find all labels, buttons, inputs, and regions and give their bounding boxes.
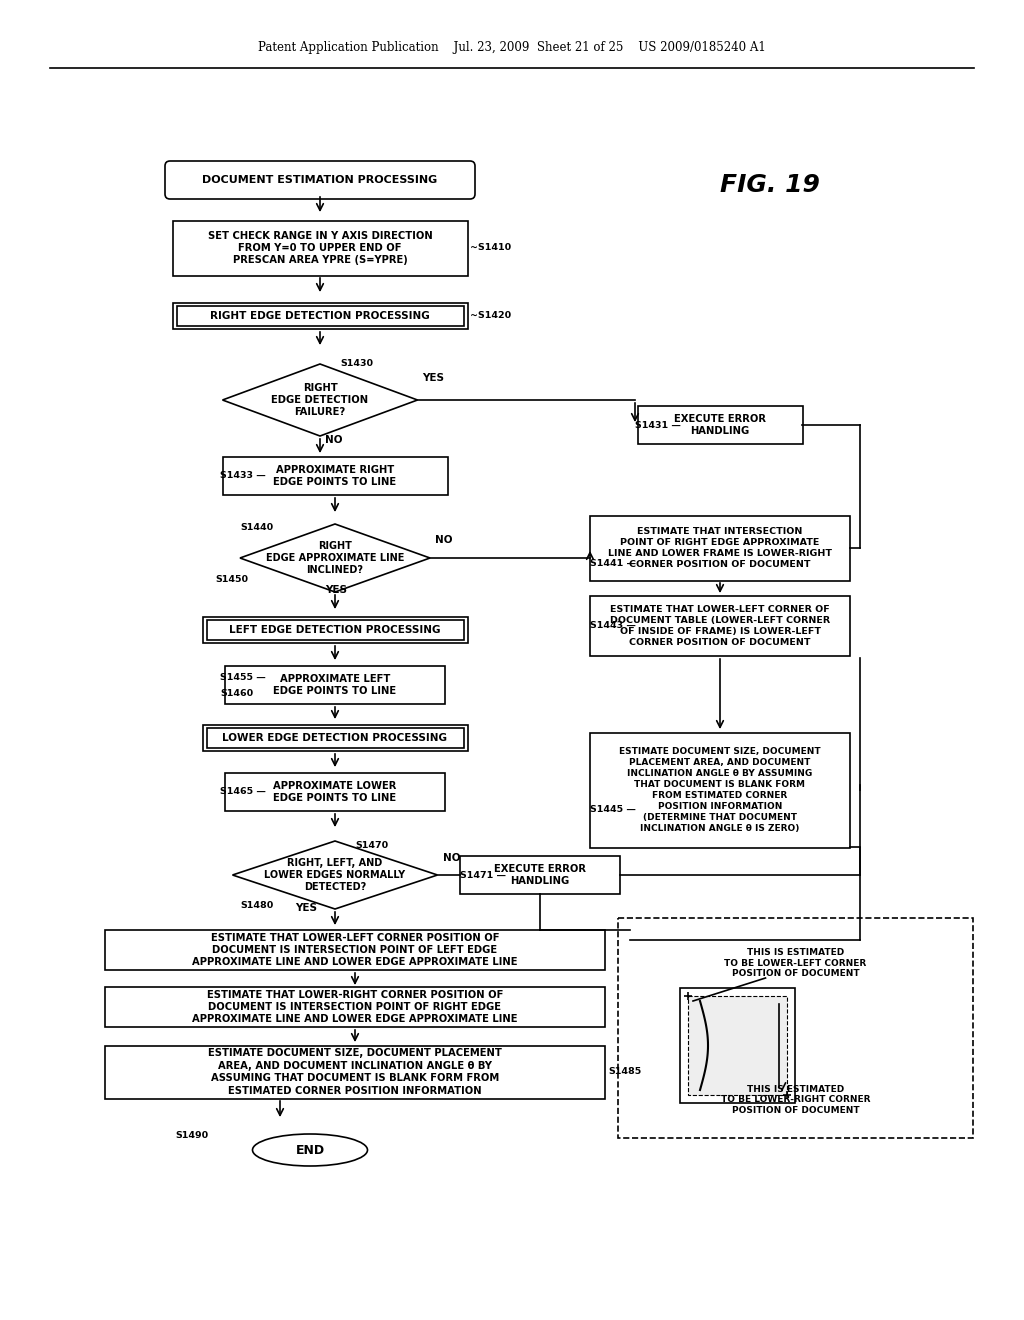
Text: NO: NO <box>443 853 461 863</box>
Text: YES: YES <box>325 585 347 595</box>
Text: Patent Application Publication    Jul. 23, 2009  Sheet 21 of 25    US 2009/01852: Patent Application Publication Jul. 23, … <box>258 41 766 54</box>
Text: SET CHECK RANGE IN Y AXIS DIRECTION
FROM Y=0 TO UPPER END OF
PRESCAN AREA YPRE (: SET CHECK RANGE IN Y AXIS DIRECTION FROM… <box>208 231 432 265</box>
Text: ESTIMATE THAT INTERSECTION
POINT OF RIGHT EDGE APPROXIMATE
LINE AND LOWER FRAME : ESTIMATE THAT INTERSECTION POINT OF RIGH… <box>608 527 831 569</box>
Bar <box>638 407 803 444</box>
Text: ~S1410: ~S1410 <box>470 243 511 252</box>
Ellipse shape <box>253 1134 368 1166</box>
Bar <box>105 1045 605 1098</box>
Polygon shape <box>240 524 430 591</box>
Bar <box>222 457 447 495</box>
Bar <box>207 620 464 640</box>
Bar <box>590 597 850 656</box>
Text: RIGHT EDGE DETECTION PROCESSING: RIGHT EDGE DETECTION PROCESSING <box>210 312 430 321</box>
Bar <box>460 855 620 894</box>
Text: S1443 —: S1443 — <box>590 622 636 631</box>
Text: ~S1420: ~S1420 <box>470 312 511 321</box>
Text: FIG. 19: FIG. 19 <box>720 173 820 197</box>
Text: S1431 —: S1431 — <box>635 421 681 429</box>
Text: S1455 —: S1455 — <box>220 673 266 682</box>
Text: EXECUTE ERROR
HANDLING: EXECUTE ERROR HANDLING <box>494 863 586 886</box>
Text: S1460: S1460 <box>220 689 253 697</box>
Bar <box>225 774 445 810</box>
Bar <box>176 306 464 326</box>
Text: ESTIMATE THAT LOWER-RIGHT CORNER POSITION OF
DOCUMENT IS INTERSECTION POINT OF R: ESTIMATE THAT LOWER-RIGHT CORNER POSITIO… <box>193 990 518 1024</box>
Text: APPROXIMATE LEFT
EDGE POINTS TO LINE: APPROXIMATE LEFT EDGE POINTS TO LINE <box>273 673 396 696</box>
Text: S1490: S1490 <box>175 1130 208 1139</box>
Bar <box>618 917 973 1138</box>
Text: YES: YES <box>295 903 317 913</box>
Bar <box>590 516 850 581</box>
Polygon shape <box>222 364 418 436</box>
Text: S1471 —: S1471 — <box>460 870 506 879</box>
Text: ESTIMATE THAT LOWER-LEFT CORNER POSITION OF
DOCUMENT IS INTERSECTION POINT OF LE: ESTIMATE THAT LOWER-LEFT CORNER POSITION… <box>193 933 518 968</box>
Text: S1440: S1440 <box>240 524 273 532</box>
Text: APPROXIMATE RIGHT
EDGE POINTS TO LINE: APPROXIMATE RIGHT EDGE POINTS TO LINE <box>273 465 396 487</box>
Bar <box>688 997 787 1096</box>
Text: S1441 —: S1441 — <box>590 558 636 568</box>
Bar <box>105 931 605 970</box>
Text: RIGHT
EDGE DETECTION
FAILURE?: RIGHT EDGE DETECTION FAILURE? <box>271 383 369 417</box>
Bar <box>172 220 468 276</box>
Bar <box>225 667 445 704</box>
Text: S1465 —: S1465 — <box>220 788 266 796</box>
Text: APPROXIMATE LOWER
EDGE POINTS TO LINE: APPROXIMATE LOWER EDGE POINTS TO LINE <box>273 781 396 803</box>
Text: THIS IS ESTIMATED
TO BE LOWER-LEFT CORNER
POSITION OF DOCUMENT: THIS IS ESTIMATED TO BE LOWER-LEFT CORNE… <box>724 948 866 978</box>
Text: S1485: S1485 <box>608 1068 641 1077</box>
Text: S1480: S1480 <box>240 900 273 909</box>
Text: THIS IS ESTIMATED
TO BE LOWER-RIGHT CORNER
POSITION OF DOCUMENT: THIS IS ESTIMATED TO BE LOWER-RIGHT CORN… <box>721 1085 870 1115</box>
Text: S1470: S1470 <box>355 841 388 850</box>
Text: LEFT EDGE DETECTION PROCESSING: LEFT EDGE DETECTION PROCESSING <box>229 624 440 635</box>
Text: S1430: S1430 <box>340 359 373 367</box>
Text: S1445 —: S1445 — <box>590 805 636 814</box>
Bar <box>172 304 468 329</box>
Text: RIGHT
EDGE APPROXIMATE LINE
INCLINED?: RIGHT EDGE APPROXIMATE LINE INCLINED? <box>266 541 404 576</box>
Bar <box>203 616 468 643</box>
Text: S1450: S1450 <box>215 576 248 585</box>
Text: NO: NO <box>435 535 453 545</box>
Bar <box>105 987 605 1027</box>
Bar <box>680 987 795 1104</box>
Text: YES: YES <box>422 374 444 383</box>
Text: ESTIMATE DOCUMENT SIZE, DOCUMENT PLACEMENT
AREA, AND DOCUMENT INCLINATION ANGLE : ESTIMATE DOCUMENT SIZE, DOCUMENT PLACEME… <box>208 1048 502 1096</box>
Text: ESTIMATE THAT LOWER-LEFT CORNER OF
DOCUMENT TABLE (LOWER-LEFT CORNER
OF INSIDE O: ESTIMATE THAT LOWER-LEFT CORNER OF DOCUM… <box>610 605 830 647</box>
Bar <box>203 725 468 751</box>
Text: DOCUMENT ESTIMATION PROCESSING: DOCUMENT ESTIMATION PROCESSING <box>203 176 437 185</box>
Polygon shape <box>232 841 437 909</box>
Text: NO: NO <box>325 436 342 445</box>
FancyBboxPatch shape <box>165 161 475 199</box>
Text: S1433 —: S1433 — <box>220 471 266 480</box>
Bar <box>590 733 850 847</box>
Text: EXECUTE ERROR
HANDLING: EXECUTE ERROR HANDLING <box>674 413 766 436</box>
Text: ESTIMATE DOCUMENT SIZE, DOCUMENT
PLACEMENT AREA, AND DOCUMENT
INCLINATION ANGLE : ESTIMATE DOCUMENT SIZE, DOCUMENT PLACEME… <box>620 747 821 833</box>
Text: RIGHT, LEFT, AND
LOWER EDGES NORMALLY
DETECTED?: RIGHT, LEFT, AND LOWER EDGES NORMALLY DE… <box>264 858 406 892</box>
Bar <box>207 729 464 748</box>
Text: LOWER EDGE DETECTION PROCESSING: LOWER EDGE DETECTION PROCESSING <box>222 733 447 743</box>
Text: END: END <box>296 1143 325 1156</box>
